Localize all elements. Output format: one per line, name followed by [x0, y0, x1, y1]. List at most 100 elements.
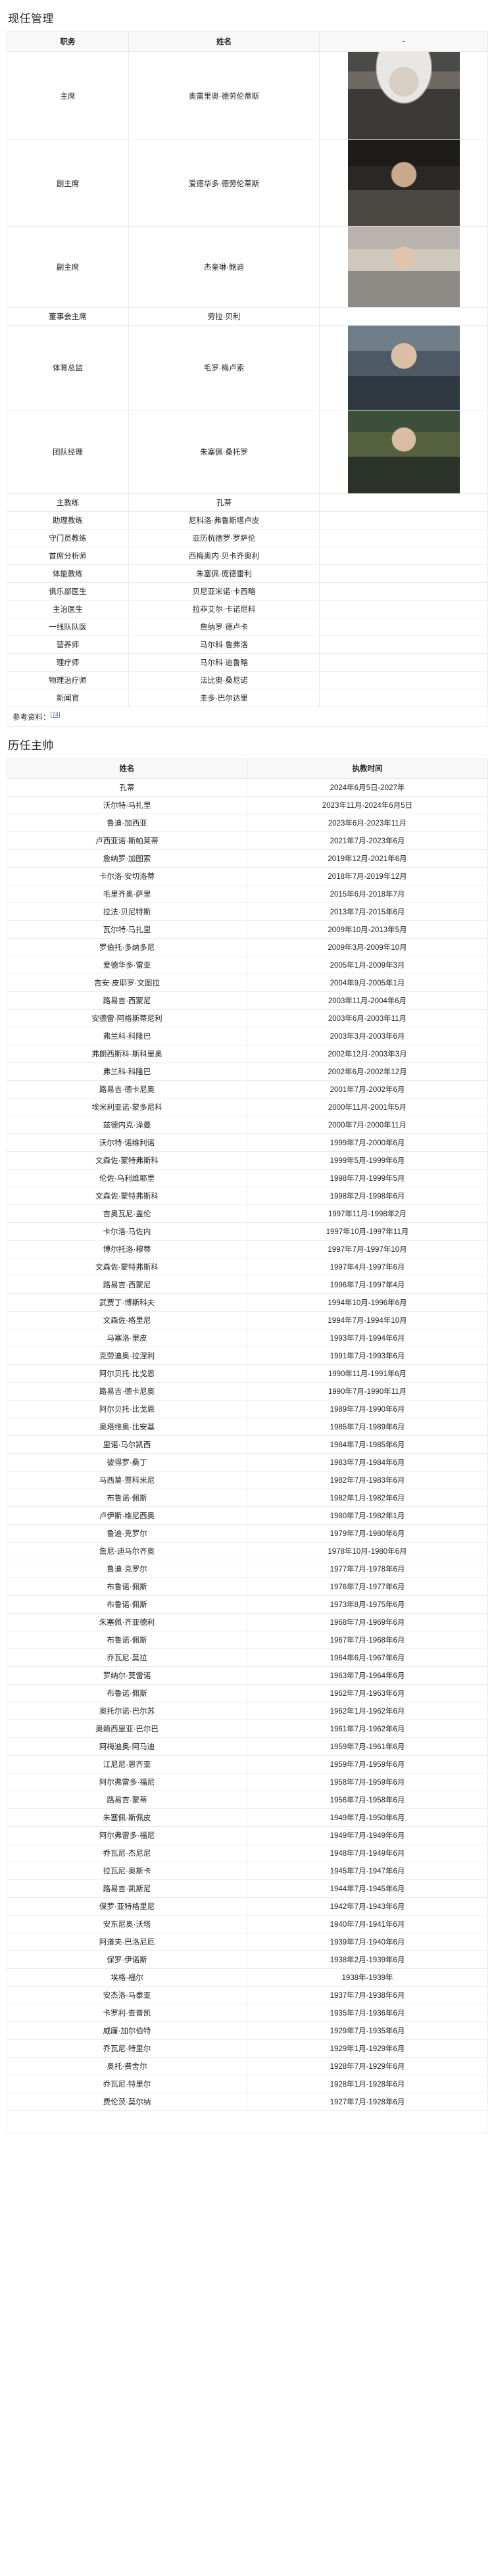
coach-name-cell: 保罗·伊诺斯 [7, 1950, 247, 1969]
coach-period-cell: 1929年7月-1935年6月 [247, 2021, 488, 2040]
table-row: 理疗师 马尔科·迪鲁略 [7, 653, 488, 672]
table-row: 鲁迪·克罗尔 1979年7月-1980年6月 [7, 1523, 488, 1543]
name-cell: 尼科洛·弗鲁斯塔卢皮 [128, 511, 320, 530]
table-row: 吉安·皮耶罗·文图拉 2004年9月-2005年1月 [7, 973, 488, 992]
coach-name-cell: 乔瓦尼·莫拉 [7, 1648, 247, 1667]
coach-name-cell: 路易吉·西蒙尼 [7, 1275, 247, 1294]
coach-name-cell: 罗纳尔·莫雷诺 [7, 1666, 247, 1685]
coach-name-cell: 江尼尼·恩齐亚 [7, 1754, 247, 1773]
role-cell: 首席分析师 [7, 547, 129, 565]
coach-name-cell: 布鲁诺·佩斯 [7, 1630, 247, 1649]
coach-period-cell: 1958年7月-1959年6月 [247, 1772, 488, 1791]
table-row: 沃尔特·诺维利诺 1999年7月-2000年6月 [7, 1133, 488, 1152]
table-row: 布鲁诺·佩斯 1962年7月-1963年6月 [7, 1683, 488, 1702]
reference-link[interactable]: [74] [50, 711, 61, 718]
name-cell: 奥雷里奥·德劳伦蒂斯 [128, 51, 320, 140]
coach-name-cell: 克劳迪奥·拉涅利 [7, 1346, 247, 1365]
photo-cell-empty [319, 307, 488, 326]
coach-name-cell: 安东尼奥·沃塔 [7, 1914, 247, 1933]
table-row: 卡罗利·查普凯 1935年7月-1936年6月 [7, 2003, 488, 2022]
table-row: 奥塔维奥·比安基 1985年7月-1989年6月 [7, 1417, 488, 1436]
role-cell: 董事会主席 [7, 307, 129, 326]
coach-period-cell: 1940年7月-1941年6月 [247, 1914, 488, 1933]
coach-period-cell: 2021年7月-2023年6月 [247, 831, 488, 850]
coach-name-cell: 文森佐·格里尼 [7, 1310, 247, 1329]
table-row: 埃米利亚诺·蒙多尼科 2000年11月-2001年5月 [7, 1097, 488, 1116]
table-row: 詹尼·迪马尔齐奥 1978年10月-1980年6月 [7, 1541, 488, 1560]
name-cell: 法比奥·桑尼诺 [128, 671, 320, 689]
coach-name-cell: 路易吉·西蒙尼 [7, 991, 247, 1010]
coach-name-cell: 布鲁诺·佩斯 [7, 1577, 247, 1596]
current-management-section: 现任管理 职务 姓名 - 主席 奥雷里奥·德劳伦蒂斯 [0, 9, 494, 727]
table-row: 江尼尼·恩齐亚 1959年7月-1959年6月 [7, 1754, 488, 1773]
coach-period-cell: 1961年7月-1962年6月 [247, 1719, 488, 1738]
coach-name-cell: 吉奥瓦尼·盖伦 [7, 1204, 247, 1223]
coach-period-cell: 1999年7月-2000年6月 [247, 1133, 488, 1152]
name-cell: 西梅奥内·贝卡齐奥利 [128, 547, 320, 565]
table-row: 阿梅迪奥·阿马迪 1959年7月-1961年6月 [7, 1737, 488, 1756]
table-row: 乔瓦尼·特里尔 1929年1月-1929年6月 [7, 2039, 488, 2058]
table-row: 路易吉·西蒙尼 2003年11月-2004年6月 [7, 991, 488, 1010]
photo-cell-empty [319, 547, 488, 565]
role-cell: 物理治疗师 [7, 671, 129, 689]
name-cell: 朱塞佩·桑托罗 [128, 410, 320, 494]
coach-period-cell: 1984年7月-1985年6月 [247, 1435, 488, 1454]
coach-name-cell: 拉瓦尼·奥斯卡 [7, 1861, 247, 1880]
coach-period-cell: 1939年7月-1940年6月 [247, 1932, 488, 1951]
coach-name-cell: 布鲁诺·佩斯 [7, 1488, 247, 1507]
table-row: 埃格·福尔 1938年-1939年 [7, 1968, 488, 1987]
coach-period-cell: 1980年7月-1982年1月 [247, 1506, 488, 1525]
coach-name-cell: 马西莫·贾科米尼 [7, 1470, 247, 1489]
photo-cell-empty [319, 689, 488, 707]
coach-name-cell: 弗朗西斯科·斯科里奥 [7, 1044, 247, 1063]
coach-period-cell: 2023年11月-2024年6月5日 [247, 795, 488, 814]
table-row: 副主席 爱德华多·德劳伦蒂斯 [7, 139, 488, 227]
photo-cell-empty [319, 653, 488, 672]
coach-period-cell: 1963年7月-1964年6月 [247, 1666, 488, 1685]
table-row: 阿尔弗雷多·福尼 1949年7月-1949年6月 [7, 1825, 488, 1845]
page-title-coaches: 历任主帅 [8, 739, 54, 752]
table-row: 布鲁诺·佩斯 1973年8月-1975年6月 [7, 1595, 488, 1614]
table-row: 马塞洛·里皮 1993年7月-1994年6月 [7, 1328, 488, 1347]
wiki-page: 现任管理 职务 姓名 - 主席 奥雷里奥·德劳伦蒂斯 [0, 9, 494, 2140]
table-header-row: 职务 姓名 - [7, 31, 488, 52]
column-header-photo: - [319, 31, 488, 52]
table-row: 路易吉·西蒙尼 1996年7月-1997年4月 [7, 1275, 488, 1294]
coach-period-cell: 2013年7月-2015年6月 [247, 902, 488, 921]
coach-period-cell: 1997年10月-1997年11月 [247, 1222, 488, 1241]
coach-period-cell: 1973年8月-1975年6月 [247, 1595, 488, 1614]
coach-name-cell: 鲁迪·克罗尔 [7, 1523, 247, 1543]
reference-line: 参考资料：[74] [7, 707, 487, 727]
coach-name-cell: 爱德华多·雷亚 [7, 955, 247, 974]
coach-name-cell: 路易吉·蒙蒂 [7, 1790, 247, 1809]
role-cell: 主席 [7, 51, 129, 140]
column-header-name: 姓名 [128, 31, 320, 52]
coach-name-cell: 沃尔特·马扎里 [7, 795, 247, 814]
coach-period-cell: 2009年10月-2013年5月 [247, 920, 488, 939]
management-table-body: 主席 奥雷里奥·德劳伦蒂斯 副主席 爱德华多·德劳伦蒂斯 副主席 杰奎琳·鲍迪 [7, 51, 488, 707]
table-row: 孔蒂 2024年6月5日-2027年 [7, 778, 488, 797]
coach-period-cell: 1962年7月-1963年6月 [247, 1683, 488, 1702]
coach-name-cell: 布鲁诺·佩斯 [7, 1683, 247, 1702]
role-cell: 新闻官 [7, 689, 129, 707]
coach-period-cell: 2023年6月-2023年11月 [247, 813, 488, 832]
coach-period-cell: 2003年3月-2003年6月 [247, 1026, 488, 1045]
coach-period-cell: 1949年7月-1949年6月 [247, 1825, 488, 1845]
coach-name-cell: 费伦茨·莫尔纳 [7, 2092, 247, 2111]
table-header-row: 姓名 执教时间 [7, 757, 488, 779]
coach-period-cell: 2000年7月-2000年11月 [247, 1115, 488, 1134]
table-row: 瓦尔特·马扎里 2009年10月-2013年5月 [7, 920, 488, 939]
coach-name-cell: 奥赖西里亚·巴尔巴 [7, 1719, 247, 1738]
coach-name-cell: 阿尔弗雷多·福尼 [7, 1772, 247, 1791]
coaches-table: 姓名 执教时间 孔蒂 2024年6月5日-2027年 沃尔特·马扎里 2023年11月… [7, 757, 488, 2111]
coach-period-cell: 1990年11月-1991年6月 [247, 1364, 488, 1383]
table-row: 罗纳尔·莫雷诺 1963年7月-1964年6月 [7, 1666, 488, 1685]
portrait-team-manager-image [347, 410, 460, 493]
table-row: 俱乐部医生 贝尼亚米诺·卡西略 [7, 582, 488, 601]
table-row: 路易吉·德卡尼奥 1990年7月-1990年11月 [7, 1381, 488, 1400]
coach-period-cell: 1938年-1939年 [247, 1968, 488, 1987]
coach-period-cell: 2000年11月-2001年5月 [247, 1097, 488, 1116]
coach-name-cell: 阿梅迪奥·阿马迪 [7, 1737, 247, 1756]
table-row: 路易吉·蒙蒂 1956年7月-1958年6月 [7, 1790, 488, 1809]
table-row: 体育总监 毛罗·梅卢索 [7, 325, 488, 410]
